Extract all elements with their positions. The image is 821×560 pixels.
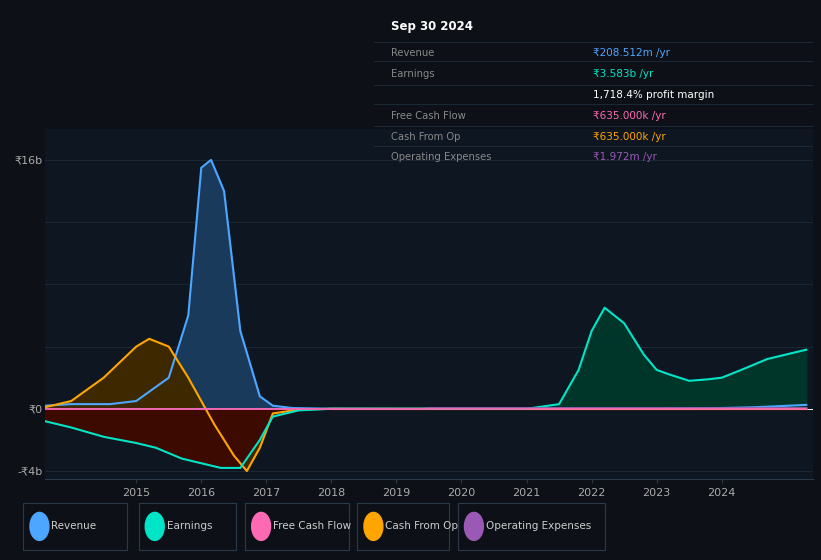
Text: Operating Expenses: Operating Expenses	[391, 152, 492, 162]
Text: ₹635.000k /yr: ₹635.000k /yr	[594, 132, 666, 142]
Ellipse shape	[465, 512, 484, 540]
Text: ₹635.000k /yr: ₹635.000k /yr	[594, 111, 666, 121]
Ellipse shape	[252, 512, 271, 540]
Text: ₹208.512m /yr: ₹208.512m /yr	[594, 48, 670, 58]
Text: Earnings: Earnings	[391, 69, 435, 79]
Text: Revenue: Revenue	[391, 48, 434, 58]
Ellipse shape	[145, 512, 164, 540]
Text: ₹1.972m /yr: ₹1.972m /yr	[594, 152, 657, 162]
Text: Free Cash Flow: Free Cash Flow	[273, 521, 351, 531]
Text: 1,718.4% profit margin: 1,718.4% profit margin	[594, 90, 714, 100]
Text: Revenue: Revenue	[51, 521, 96, 531]
Text: Operating Expenses: Operating Expenses	[486, 521, 591, 531]
Text: Sep 30 2024: Sep 30 2024	[391, 20, 473, 33]
Text: Earnings: Earnings	[167, 521, 212, 531]
Ellipse shape	[364, 512, 383, 540]
Text: ₹3.583b /yr: ₹3.583b /yr	[594, 69, 654, 79]
Text: Cash From Op: Cash From Op	[385, 521, 458, 531]
Text: Cash From Op: Cash From Op	[391, 132, 461, 142]
Ellipse shape	[30, 512, 49, 540]
Text: Free Cash Flow: Free Cash Flow	[391, 111, 466, 121]
